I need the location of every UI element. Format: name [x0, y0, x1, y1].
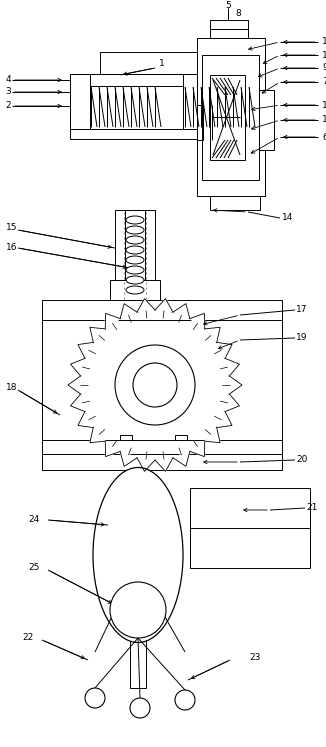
Text: 16: 16: [6, 244, 18, 252]
Bar: [210, 196, 260, 210]
Text: 18: 18: [6, 383, 18, 392]
Polygon shape: [205, 327, 220, 342]
Text: 23: 23: [249, 654, 261, 663]
Bar: [70, 129, 203, 139]
Polygon shape: [105, 441, 120, 456]
Text: 6: 6: [322, 132, 326, 141]
Ellipse shape: [126, 246, 144, 254]
Text: 1: 1: [159, 60, 165, 69]
Bar: [42, 440, 282, 454]
Bar: [210, 75, 245, 160]
Polygon shape: [78, 412, 93, 427]
Polygon shape: [190, 441, 205, 456]
Ellipse shape: [126, 236, 144, 244]
Polygon shape: [217, 412, 232, 427]
Ellipse shape: [93, 468, 183, 642]
Bar: [259, 90, 274, 150]
Polygon shape: [155, 458, 173, 471]
Polygon shape: [155, 299, 173, 312]
Bar: [175, 435, 187, 455]
Bar: [190, 488, 310, 568]
Circle shape: [110, 582, 166, 638]
Bar: [210, 20, 248, 38]
Bar: [100, 52, 205, 74]
Polygon shape: [90, 327, 105, 342]
Bar: [130, 628, 146, 688]
Text: 17: 17: [296, 306, 308, 314]
Bar: [42, 454, 282, 470]
Circle shape: [80, 310, 230, 460]
Circle shape: [175, 690, 195, 710]
Text: 13: 13: [322, 116, 326, 125]
Text: 24: 24: [28, 515, 40, 524]
Polygon shape: [217, 342, 232, 359]
Text: 25: 25: [28, 563, 40, 572]
Ellipse shape: [126, 226, 144, 234]
Text: 9: 9: [322, 63, 326, 72]
Circle shape: [85, 688, 105, 708]
Text: 14: 14: [282, 214, 294, 223]
Bar: [145, 210, 155, 300]
Polygon shape: [173, 451, 190, 466]
Text: 4: 4: [5, 75, 11, 84]
Text: 21: 21: [306, 503, 318, 512]
Text: 11: 11: [322, 37, 326, 46]
Polygon shape: [137, 299, 155, 312]
Ellipse shape: [126, 256, 144, 264]
Ellipse shape: [126, 216, 144, 224]
Text: 10: 10: [322, 101, 326, 110]
Polygon shape: [90, 427, 105, 443]
Bar: [202, 55, 259, 180]
Bar: [120, 435, 132, 455]
Circle shape: [133, 363, 177, 407]
Ellipse shape: [126, 266, 144, 274]
Polygon shape: [205, 427, 220, 443]
Ellipse shape: [126, 276, 144, 284]
Polygon shape: [68, 376, 81, 394]
Ellipse shape: [126, 286, 144, 294]
Bar: [70, 74, 90, 129]
Text: 22: 22: [22, 633, 34, 642]
Bar: [197, 38, 265, 196]
Polygon shape: [225, 394, 240, 412]
Bar: [72, 74, 205, 86]
Polygon shape: [105, 314, 120, 329]
Polygon shape: [173, 303, 190, 318]
Text: 15: 15: [6, 223, 18, 232]
Text: 7: 7: [322, 78, 326, 87]
Text: 5: 5: [225, 1, 231, 10]
Bar: [183, 74, 203, 129]
Polygon shape: [120, 451, 137, 466]
Text: 3: 3: [5, 87, 11, 96]
Circle shape: [130, 698, 150, 718]
Text: 19: 19: [296, 333, 308, 343]
Polygon shape: [230, 376, 242, 394]
Polygon shape: [70, 359, 85, 376]
Polygon shape: [137, 458, 155, 471]
Circle shape: [115, 345, 195, 425]
Bar: [110, 280, 160, 300]
Polygon shape: [78, 342, 93, 359]
Text: 8: 8: [235, 8, 241, 17]
Polygon shape: [120, 303, 137, 318]
Polygon shape: [225, 359, 240, 376]
Text: 20: 20: [296, 456, 308, 465]
Polygon shape: [70, 394, 85, 412]
Text: 2: 2: [5, 102, 11, 111]
Bar: [115, 210, 125, 300]
Bar: [42, 300, 282, 440]
Text: 12: 12: [322, 51, 326, 60]
Polygon shape: [190, 314, 205, 329]
